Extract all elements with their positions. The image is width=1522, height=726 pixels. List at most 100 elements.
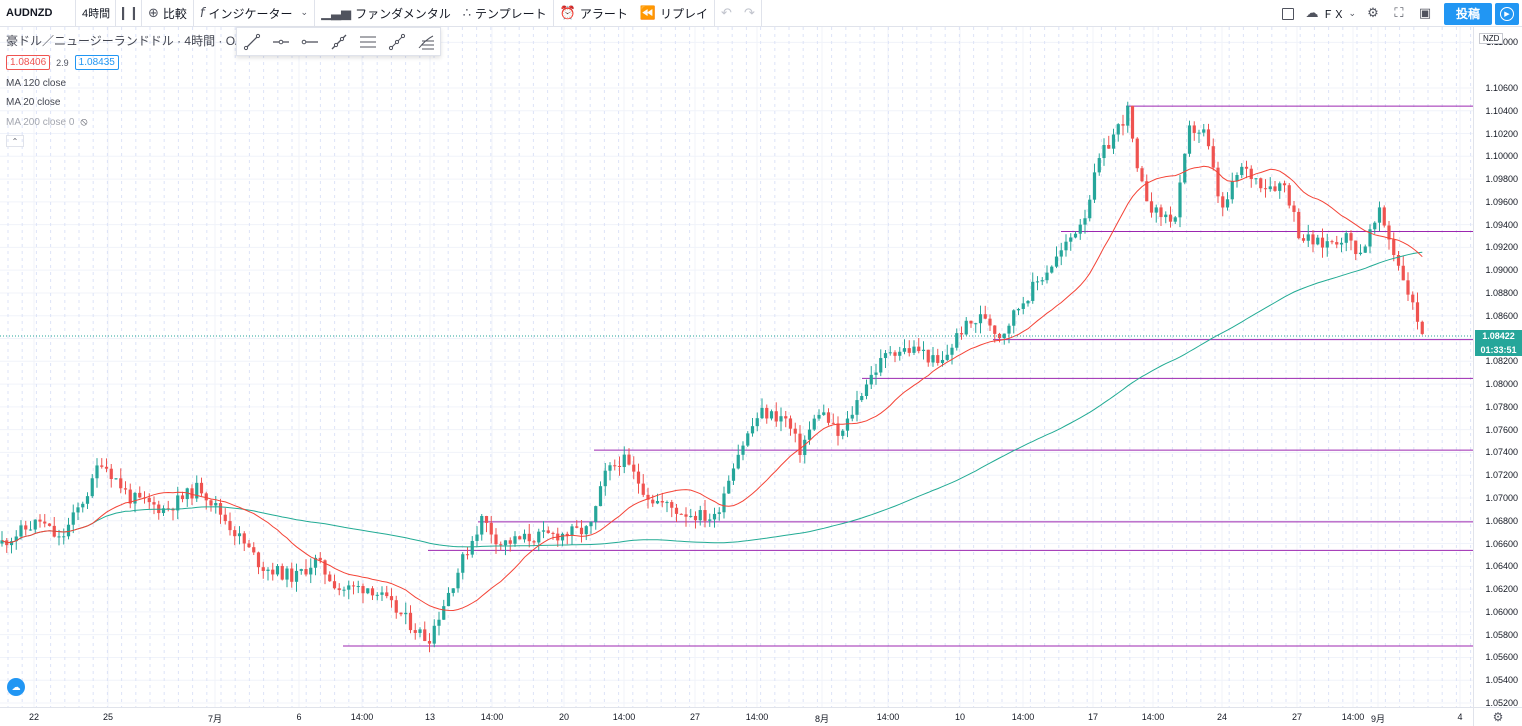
candle-body — [883, 353, 888, 359]
candle-body — [537, 531, 541, 543]
template-button[interactable]: ∴ テンプレート — [457, 0, 554, 27]
candle-body — [1059, 250, 1063, 257]
time-axis[interactable]: 22 25 7月 6 14:00 13 14:00 20 14:00 27 14:00 8月 14:00… — [0, 707, 1473, 726]
tradingview-logo[interactable]: ☁ — [7, 678, 25, 696]
currency-label[interactable]: NZD — [1479, 33, 1504, 44]
candle-body — [1111, 134, 1116, 149]
candle-body — [1069, 237, 1073, 242]
candle-body — [1126, 105, 1130, 126]
time-tick-label: 14:00 — [1341, 712, 1365, 722]
candle-body — [1149, 201, 1154, 213]
candle-body — [228, 521, 232, 531]
candle-body — [807, 429, 812, 440]
candle-body — [917, 346, 921, 352]
ray-tool[interactable] — [295, 28, 324, 55]
time-tick-label: 17 — [1087, 712, 1099, 722]
candle-body — [337, 588, 341, 591]
candle-body — [921, 349, 926, 352]
candle-body — [1230, 181, 1234, 200]
alarm-icon: ⏰ — [559, 5, 576, 21]
candle-body — [1026, 300, 1030, 304]
candle-body — [1339, 242, 1344, 245]
publish-play-button[interactable]: ▶ — [1495, 2, 1519, 25]
eye-hidden-icon[interactable]: ⦸ — [80, 116, 88, 128]
candle-body — [864, 384, 869, 397]
candle-body — [1130, 105, 1135, 139]
axis-settings-button[interactable]: ⚙ — [1473, 707, 1522, 726]
snapshot-button[interactable]: ▣ — [1412, 0, 1438, 27]
cloud-icon: ☁ — [1305, 6, 1319, 21]
fullscreen-button[interactable]: ⛶ — [1386, 0, 1412, 27]
candle-body — [698, 510, 702, 521]
candle-body — [1140, 168, 1144, 182]
indicators-button[interactable]: f インジケーター ⌄ — [194, 0, 316, 27]
top-toolbar: AUDNZD 4時間 ❙❙ ⊕ 比較 f インジケーター ⌄ ▁▃▅ ファンダメ… — [0, 0, 1522, 27]
cloud-logo-icon: ☁ — [11, 681, 21, 692]
indicator-ma200[interactable]: MA 200 close 0 ⦸ — [6, 116, 243, 129]
chart-type-button[interactable]: ❙❙ — [116, 0, 142, 27]
candle-body — [484, 515, 489, 523]
candles-icon: ❙❙ — [117, 5, 140, 21]
candle-body — [912, 346, 916, 353]
indicator-ma20[interactable]: MA 20 close — [6, 97, 61, 108]
candle-body — [1054, 256, 1059, 267]
price-axis[interactable]: 1.110001.106001.104001.102001.100001.098… — [1473, 27, 1522, 708]
candle-body — [632, 464, 636, 472]
price-chart[interactable] — [0, 27, 1473, 707]
candle-body — [1164, 214, 1168, 218]
candle-body — [1178, 182, 1182, 218]
candle-body — [983, 314, 987, 319]
pitchfork-tool[interactable] — [382, 28, 411, 55]
undo-icon: ↶ — [721, 5, 732, 20]
candle-body — [351, 585, 356, 587]
time-tick-label: 7月 — [207, 714, 223, 724]
horizontal-ray-tool[interactable] — [266, 28, 295, 55]
candle-body — [646, 494, 650, 500]
undo-button[interactable]: ↶ — [715, 0, 738, 27]
buy-price[interactable]: 1.08435 — [74, 55, 119, 70]
sell-price[interactable]: 1.08406 — [6, 55, 51, 70]
candle-body — [860, 396, 864, 401]
candle-body — [313, 557, 318, 568]
symbol-search[interactable]: AUDNZD — [0, 0, 76, 27]
candle-body — [1392, 239, 1396, 256]
replay-button[interactable]: ⏪ リプレイ — [634, 0, 716, 27]
horizontal-lines[interactable] — [343, 105, 1473, 647]
interval-selector[interactable]: 4時間 — [76, 0, 116, 27]
time-tick-label: 14:00 — [1141, 712, 1165, 722]
candle-body — [674, 507, 679, 514]
price-tick-label: 1.07200 — [1485, 470, 1518, 481]
alert-button[interactable]: ⏰ アラート — [554, 0, 634, 27]
candle-body — [385, 592, 389, 597]
indicator-ma120[interactable]: MA 120 close — [6, 78, 67, 89]
candle-body — [826, 412, 831, 423]
candle-body — [347, 585, 351, 590]
candle-body — [879, 358, 883, 373]
square-icon — [1282, 7, 1295, 20]
post-button[interactable]: 投稿 — [1443, 2, 1492, 25]
candle-body — [893, 352, 897, 356]
parallel-channel-tool[interactable] — [353, 28, 382, 55]
extended-line-tool[interactable] — [324, 28, 353, 55]
fundamentals-button[interactable]: ▁▃▅ ファンダメンタル — [315, 0, 457, 27]
candle-body — [665, 502, 669, 504]
settings-button[interactable]: ⚙ — [1360, 0, 1386, 27]
candle-body — [195, 482, 199, 499]
trendline-tool[interactable] — [237, 28, 266, 55]
candle-body — [736, 454, 740, 469]
redo-button[interactable]: ↷ — [738, 0, 762, 27]
candle-body — [237, 533, 242, 537]
collapse-legend-button[interactable]: ⌃ — [6, 135, 24, 147]
fullscreen-layout-button[interactable] — [1275, 0, 1301, 27]
compare-button[interactable]: ⊕ 比較 — [142, 0, 194, 27]
candle-body — [389, 596, 394, 601]
price-tick-label: 1.09400 — [1485, 219, 1518, 230]
candle-body — [551, 532, 555, 534]
candle-body — [1263, 188, 1268, 190]
cloud-fx-button[interactable]: ☁ ＦＸ ⌄ — [1301, 0, 1360, 27]
candle-body — [731, 468, 736, 481]
candle-body — [190, 488, 194, 499]
fib-retracement-tool[interactable] — [411, 28, 440, 55]
candle-body — [199, 482, 204, 494]
candle-body — [584, 526, 588, 535]
